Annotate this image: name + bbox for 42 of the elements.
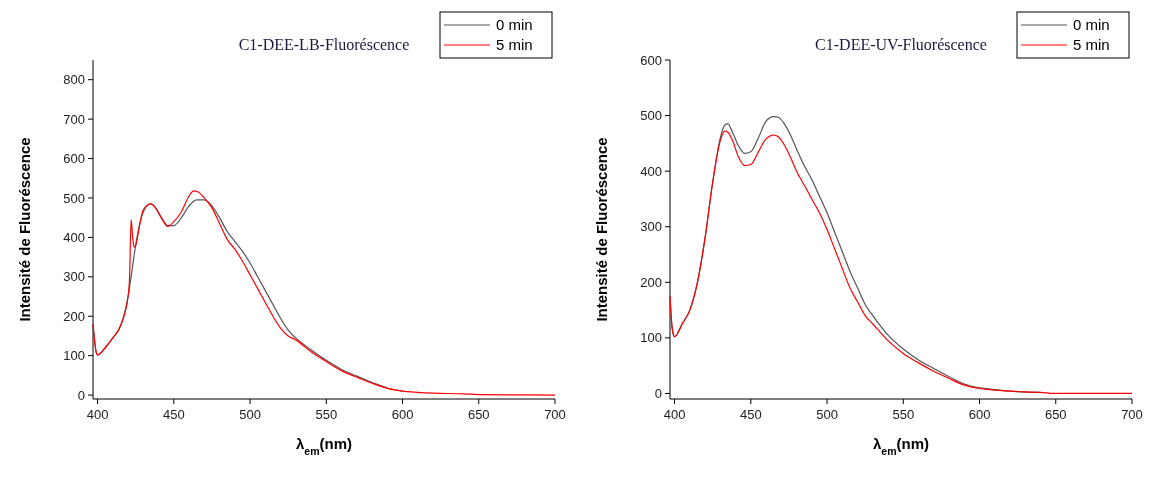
y-tick-label: 400 xyxy=(63,229,85,245)
x-tick-label: 400 xyxy=(86,407,109,422)
chart-title: C1-DEE-LB-Fluoréscence xyxy=(238,36,410,53)
y-tick-label: 100 xyxy=(63,348,85,364)
y-tick-label: 300 xyxy=(63,269,85,285)
y-axis-title: Intensité de Fluoréscence xyxy=(16,137,33,322)
y-tick-label: 300 xyxy=(640,219,662,235)
x-tick-label: 600 xyxy=(391,407,414,422)
x-tick-label: 600 xyxy=(968,407,991,422)
x-tick-label: 450 xyxy=(162,407,185,422)
y-axis-title: Intensité de Fluoréscence xyxy=(593,137,610,322)
y-tick-label: 400 xyxy=(640,163,662,179)
y-tick-label: 0 xyxy=(77,387,85,403)
y-tick-label: 200 xyxy=(640,274,662,290)
x-tick-label: 700 xyxy=(544,407,566,422)
x-tick-label: 650 xyxy=(467,407,490,422)
x-tick-label: 550 xyxy=(315,407,338,422)
y-tick-label: 700 xyxy=(63,111,85,127)
y-tick-label: 800 xyxy=(63,72,85,88)
line-series xyxy=(669,130,1133,395)
x-tick-label: 550 xyxy=(892,407,915,422)
y-tick-label: 500 xyxy=(640,108,662,124)
x-tick-label: 450 xyxy=(739,407,762,422)
x-tick-label: 500 xyxy=(816,407,838,422)
legend-label: 0 min xyxy=(496,16,533,34)
y-tick-label: 0 xyxy=(654,385,662,401)
y-tick-label: 600 xyxy=(63,151,85,167)
x-tick-label: 700 xyxy=(1121,407,1143,422)
x-tick-label: 650 xyxy=(1044,407,1067,422)
y-tick-label: 500 xyxy=(63,190,85,206)
chart-title: C1-DEE-UV-Fluoréscence xyxy=(815,36,987,53)
y-tick-label: 100 xyxy=(640,330,662,346)
y-tick-label: 200 xyxy=(63,308,85,324)
legend-label: 0 min xyxy=(1073,16,1110,34)
y-tick-label: 600 xyxy=(640,52,662,68)
legend-label: 5 min xyxy=(496,36,533,54)
x-tick-label: 400 xyxy=(663,407,686,422)
legend-label: 5 min xyxy=(1073,36,1110,54)
x-axis-title: λ$_{em}$(nm) xyxy=(872,435,930,457)
x-tick-label: 500 xyxy=(239,407,261,422)
line-series xyxy=(92,190,556,396)
x-axis-title: λ$_{em}$(nm) xyxy=(295,435,353,457)
